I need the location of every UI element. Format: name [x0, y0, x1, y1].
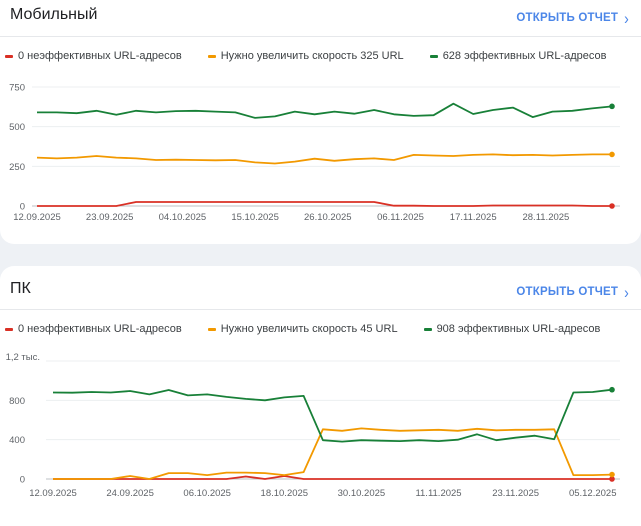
divider: [0, 36, 641, 37]
y-tick-label: 800: [9, 396, 25, 407]
legend-label: 628 эффективных URL-адресов: [442, 50, 607, 62]
y-tick-label: 0: [20, 475, 25, 486]
legend-swatch: [207, 54, 216, 58]
legend-needs-improvement[interactable]: Нужно увеличить скорость 325 URL: [207, 50, 404, 62]
x-tick-label: 05.12.2025: [569, 488, 617, 499]
x-tick-label: 23.11.2025: [492, 488, 539, 499]
x-tick-label: 18.10.2025: [261, 488, 309, 499]
y-tick-label: 400: [9, 435, 25, 446]
legend-good[interactable]: 908 эффективных URL-адресов: [423, 323, 601, 335]
x-tick-label: 06.11.2025: [377, 212, 424, 223]
card-title: ПК: [10, 280, 31, 297]
mobile-card: Мобильный ОТКРЫТЬ ОТЧЕТ › 0 неэффективны…: [0, 0, 641, 244]
y-tick-label: 1,2 тыс.: [6, 352, 40, 363]
x-tick-label: 17.11.2025: [450, 212, 497, 223]
series-end-point-1: [609, 471, 615, 478]
x-tick-label: 04.10.2025: [159, 212, 207, 223]
open-report-link[interactable]: ОТКРЫТЬ ОТЧЕТ ›: [516, 8, 629, 28]
legend-poor[interactable]: 0 неэффективных URL-адресов: [5, 50, 182, 62]
legend-poor[interactable]: 0 неэффективных URL-адресов: [5, 323, 182, 335]
legend-label: Нужно увеличить скорость 325 URL: [220, 50, 404, 62]
card-title: Мобильный: [10, 6, 98, 23]
x-tick-label: 28.11.2025: [522, 212, 569, 223]
series-end-point-0: [609, 476, 615, 482]
y-tick-label: 250: [9, 162, 25, 173]
series-line-0: [37, 201, 612, 207]
chart-legend: 0 неэффективных URL-адресов Нужно увелич…: [5, 323, 626, 335]
y-tick-label: 750: [9, 83, 25, 94]
divider: [0, 309, 641, 310]
x-tick-label: 26.10.2025: [304, 212, 352, 223]
y-tick-label: 0: [20, 202, 25, 213]
series-line-2: [37, 102, 613, 119]
legend-needs-improvement[interactable]: Нужно увеличить скорость 45 URL: [207, 323, 398, 335]
x-tick-label: 11.11.2025: [415, 488, 461, 499]
series-end-point-1: [609, 151, 615, 158]
x-tick-label: 06.10.2025: [183, 488, 231, 499]
legend-label: 0 неэффективных URL-адресов: [18, 50, 182, 62]
x-tick-label: 23.09.2025: [86, 212, 134, 223]
series-line-2: [52, 388, 613, 443]
pc-card: ПК ОТКРЫТЬ ОТЧЕТ › 0 неэффективных URL-а…: [0, 266, 641, 526]
legend-swatch: [423, 327, 432, 331]
chart-legend: 0 неэффективных URL-адресов Нужно увелич…: [5, 50, 632, 62]
legend-label: 908 эффективных URL-адресов: [436, 323, 601, 335]
series-line-1: [36, 153, 612, 165]
legend-good[interactable]: 628 эффективных URL-адресов: [429, 50, 607, 62]
legend-swatch: [207, 327, 216, 331]
x-tick-label: 12.09.2025: [29, 488, 77, 499]
x-tick-label: 24.09.2025: [106, 488, 154, 499]
series-end-point-2: [609, 386, 615, 393]
open-report-label: ОТКРЫТЬ ОТЧЕТ: [516, 12, 619, 24]
x-tick-label: 15.10.2025: [231, 212, 279, 223]
y-tick-label: 500: [9, 122, 25, 133]
open-report-link[interactable]: ОТКРЫТЬ ОТЧЕТ ›: [516, 282, 629, 302]
series-line-1: [53, 427, 613, 480]
legend-swatch: [5, 54, 13, 58]
legend-swatch: [429, 54, 438, 58]
chevron-right-icon: ›: [624, 8, 629, 28]
legend-swatch: [5, 327, 13, 331]
open-report-label: ОТКРЫТЬ ОТЧЕТ: [516, 286, 619, 298]
series-end-point-0: [609, 203, 615, 209]
series-end-point-2: [609, 103, 615, 110]
mobile-chart: 0 250 500 750 12.09.2025 23.09.2025 04.10.2025…: [9, 83, 620, 223]
legend-label: 0 неэффективных URL-адресов: [18, 323, 182, 335]
x-tick-label: 30.10.2025: [338, 488, 386, 499]
chevron-right-icon: ›: [624, 282, 629, 302]
legend-label: Нужно увеличить скорость 45 URL: [220, 323, 398, 335]
pc-chart: 0 400 800 1,2 тыс. 12.09.2025 24.09.2025 06.10…: [6, 352, 620, 499]
x-tick-label: 12.09.2025: [13, 212, 61, 223]
